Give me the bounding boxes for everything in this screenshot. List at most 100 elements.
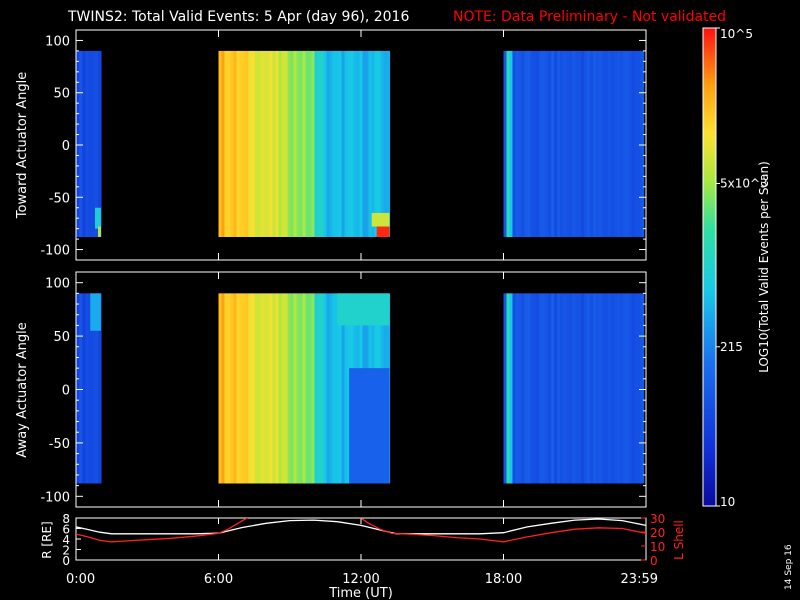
heatmap-cell-column (637, 293, 642, 484)
heatmap-cell-column (79, 50, 83, 238)
heatmap-cell-column (595, 50, 600, 238)
heatmap-cell-column (527, 293, 531, 484)
heatmap-cell-column (275, 50, 280, 238)
r-tick-label: 2 (62, 544, 70, 558)
heatmap-cell-column (224, 50, 229, 238)
l-shell-tick-label: 30 (650, 512, 665, 526)
colorbar: 10^5 5x10^3 215 10 LOG10(Total Valid Events… (702, 27, 771, 509)
heatmap-cell-column (224, 293, 229, 484)
heatmap-cell-column (581, 50, 585, 238)
heatmap-cell-column (604, 50, 609, 238)
heatmap-cell-column (640, 50, 645, 238)
heatmap-cell-column (82, 293, 86, 484)
heatmap-cell-column (569, 50, 573, 238)
heatmap-cell-column (530, 50, 534, 238)
heatmap-cell-column (278, 50, 283, 238)
heatmap-cell-column (566, 293, 570, 484)
plot-title: TWINS2: Total Valid Events: 5 Apr (day 9… (67, 9, 409, 25)
heatmap-cell-column (506, 293, 511, 484)
colorbar-label: LOG10(Total Valid Events per Scan) (757, 161, 771, 373)
heatmap-cell-column (557, 50, 561, 238)
heatmap-cell-column (503, 293, 508, 484)
heatmap-cell-column (76, 50, 80, 238)
heatmap-cell-column (311, 50, 316, 238)
heatmap-cell-column (88, 50, 93, 238)
heatmap-cell-column (622, 293, 627, 484)
heatmap-cell-column (338, 293, 343, 484)
heatmap-cell-column (563, 293, 567, 484)
y-tick-label: 100 (45, 277, 70, 292)
l-shell-tick-label: 0 (650, 554, 658, 568)
heatmap-cell-column (344, 293, 349, 484)
heatmap-cell-column (323, 293, 328, 484)
heatmap-cell-column (278, 293, 283, 484)
heatmap-cell-column (94, 293, 99, 484)
heatmap-cell-column (287, 293, 292, 484)
heatmap-cell-column (575, 50, 579, 238)
heatmap-cell-column (625, 293, 630, 484)
heatmap-cell-column (524, 293, 528, 484)
heatmap-cell-column (598, 293, 603, 484)
toward-heatmap (76, 50, 645, 238)
heatmap-feature (371, 212, 390, 227)
heatmap-cell-column (368, 50, 373, 238)
heatmap-cell-column (320, 50, 325, 238)
heatmap-cell-column (601, 50, 606, 238)
heatmap-cell-column (548, 293, 552, 484)
heatmap-cell-column (595, 293, 600, 484)
heatmap-cell-column (350, 50, 355, 238)
heatmap-cell-column (583, 293, 588, 484)
heatmap-cell-column (257, 293, 262, 484)
heatmap-cell-column (85, 50, 90, 238)
heatmap-cell-column (341, 50, 346, 238)
heatmap-cell-column (515, 50, 520, 238)
heatmap-cell-column (329, 293, 334, 484)
heatmap-cell-column (293, 293, 298, 484)
heatmap-cell-column (589, 293, 594, 484)
heatmap-cell-column (542, 293, 546, 484)
heatmap-cell-column (604, 293, 609, 484)
toward-y-axis: 100 50 0 -50 -100 (40, 30, 647, 260)
heatmap-cell-column (631, 293, 636, 484)
heatmap-cell-column (335, 50, 340, 238)
heatmap-feature (90, 293, 101, 331)
heatmap-cell-column (329, 50, 334, 238)
y-tick-label: 0 (62, 384, 70, 399)
heatmap-cell-column (302, 293, 307, 484)
heatmap-cell-column (236, 293, 241, 484)
heatmap-cell-column (515, 293, 520, 484)
heatmap-cell-column (581, 293, 585, 484)
heatmap-cell-column (88, 293, 93, 484)
y-tick-label: -100 (40, 490, 70, 505)
heatmap-cell-column (221, 293, 226, 484)
heatmap-cell-column (551, 50, 555, 238)
heatmap-cell-column (227, 293, 232, 484)
heatmap-cell-column (563, 50, 567, 238)
heatmap-cell-column (263, 293, 268, 484)
heatmap-cell-column (97, 293, 102, 484)
heatmap-cell-column (239, 293, 244, 484)
heatmap-cell-column (592, 50, 597, 238)
heatmap-cell-column (260, 50, 265, 238)
heatmap-cell-column (601, 293, 606, 484)
heatmap-cell-column (512, 50, 517, 238)
heatmap-cell-column (527, 50, 531, 238)
heatmap-cell-column (554, 50, 558, 238)
heatmap-feature (337, 293, 390, 326)
heatmap-cell-column (383, 50, 388, 238)
r-tick-label: 4 (62, 533, 70, 547)
away-y-label: Away Actuator Angle (15, 322, 30, 457)
heatmap-feature (376, 226, 390, 237)
heatmap-cell-column (266, 50, 271, 238)
colorbar-gradient (703, 28, 716, 506)
x-tick-label: 0:00 (66, 572, 95, 587)
heatmap-cell-column (356, 50, 361, 238)
heatmap-cell-column (308, 293, 313, 484)
heatmap-cell-column (365, 50, 370, 238)
heatmap-cell-column (586, 293, 591, 484)
heatmap-cell-column (533, 50, 537, 238)
heatmap-cell-column (284, 293, 289, 484)
heatmap-cell-column (619, 50, 624, 238)
x-axis-label: Time (UT) (328, 586, 393, 600)
